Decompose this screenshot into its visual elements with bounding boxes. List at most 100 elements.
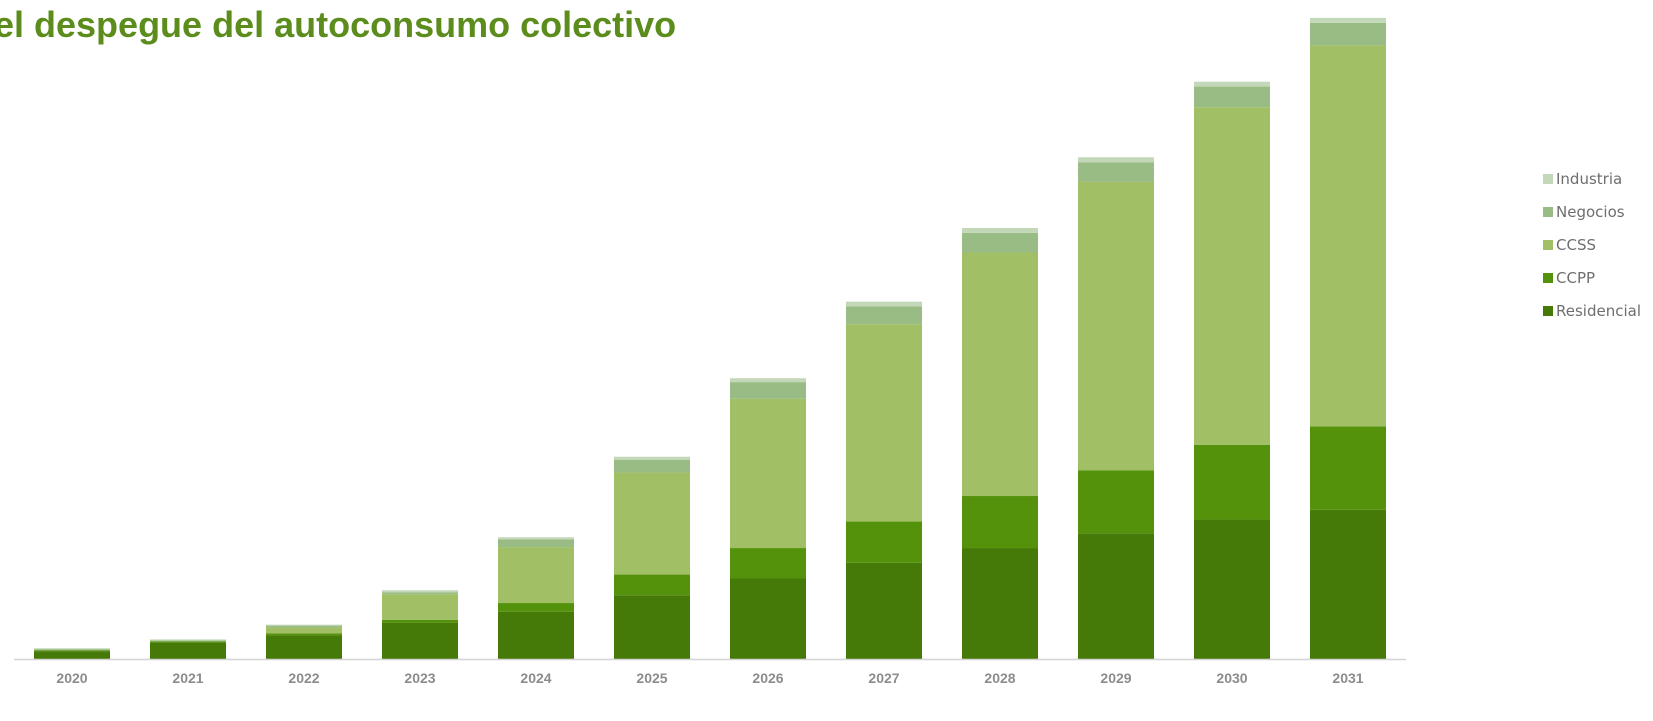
legend-swatch	[1543, 239, 1553, 250]
bar-ccpp-2022	[266, 633, 342, 636]
bar-negocios-2021	[150, 640, 226, 642]
legend-label: Industria	[1556, 169, 1623, 188]
chart-legend: Industria Negocios CCSS CCPP Residencial	[1543, 162, 1641, 327]
bar-residencial-2031	[1310, 509, 1386, 659]
bar-negocios-2024	[498, 539, 574, 548]
bar-negocios-2020	[34, 649, 110, 651]
x-tick-label: 2031	[1332, 670, 1363, 686]
bar-residencial-2020	[34, 651, 110, 659]
legend-label: Residencial	[1556, 301, 1641, 320]
bar-stack-2028	[962, 227, 1038, 659]
bar-negocios-2028	[962, 232, 1038, 253]
bar-ccpp-2029	[1078, 470, 1154, 534]
bar-stack-2021	[150, 639, 226, 659]
bar-ccss-2022	[266, 627, 342, 634]
bar-residencial-2026	[730, 578, 806, 659]
legend-swatch	[1543, 272, 1553, 283]
bar-residencial-2028	[962, 548, 1038, 659]
legend-swatch	[1543, 173, 1553, 184]
bar-stack-2027	[846, 301, 922, 659]
bar-industria-2025	[614, 456, 690, 460]
bar-industria-2023	[382, 590, 458, 593]
bar-stack-2031	[1310, 17, 1386, 659]
bar-negocios-2022	[266, 625, 342, 628]
bar-industria-2030	[1194, 81, 1270, 87]
bar-negocios-2029	[1078, 162, 1154, 182]
bar-negocios-2027	[846, 306, 922, 325]
bar-stack-2020	[34, 648, 110, 659]
bar-ccss-2025	[614, 472, 690, 575]
bar-ccss-2029	[1078, 181, 1154, 471]
bar-residencial-2025	[614, 595, 690, 659]
bar-industria-2027	[846, 301, 922, 307]
bar-ccss-2030	[1194, 107, 1270, 445]
bar-ccss-2026	[730, 398, 806, 549]
bar-stack-2026	[730, 378, 806, 659]
x-tick-label: 2024	[520, 670, 551, 686]
bar-ccpp-2031	[1310, 426, 1386, 510]
legend-swatch	[1543, 305, 1553, 316]
bar-residencial-2021	[150, 642, 226, 659]
x-tick-label: 2028	[984, 670, 1015, 686]
bar-negocios-2026	[730, 382, 806, 399]
bar-negocios-2023	[382, 592, 458, 595]
bar-stack-2022	[266, 624, 342, 659]
x-tick-label: 2025	[636, 670, 667, 686]
bar-industria-2029	[1078, 157, 1154, 163]
bar-residencial-2023	[382, 622, 458, 659]
bar-ccpp-2026	[730, 548, 806, 579]
bar-industria-2020	[34, 648, 110, 650]
bar-residencial-2024	[498, 611, 574, 659]
bar-ccss-2028	[962, 252, 1038, 497]
legend-item-residencial: Residencial	[1543, 294, 1641, 327]
bar-stack-2030	[1194, 81, 1270, 659]
bar-stack-2024	[498, 537, 574, 659]
x-tick-label: 2022	[288, 670, 319, 686]
bar-ccpp-2021	[150, 641, 226, 643]
bar-industria-2021	[150, 639, 226, 641]
bar-ccpp-2028	[962, 496, 1038, 549]
legend-item-negocios: Negocios	[1543, 195, 1641, 228]
legend-item-ccss: CCSS	[1543, 228, 1641, 261]
bar-ccpp-2020	[34, 650, 110, 652]
bar-stack-2025	[614, 456, 690, 659]
x-tick-label: 2023	[404, 670, 435, 686]
x-tick-label: 2030	[1216, 670, 1247, 686]
x-tick-label: 2021	[172, 670, 203, 686]
bar-residencial-2029	[1078, 533, 1154, 659]
bar-residencial-2027	[846, 562, 922, 659]
legend-label: CCSS	[1556, 235, 1596, 254]
legend-label: CCPP	[1556, 268, 1596, 287]
legend-item-ccpp: CCPP	[1543, 261, 1641, 294]
legend-label: Negocios	[1556, 202, 1625, 221]
bar-industria-2031	[1310, 17, 1386, 23]
legend-swatch	[1543, 206, 1553, 217]
x-tick-label: 2026	[752, 670, 783, 686]
bar-ccss-2023	[382, 594, 458, 620]
x-tick-label: 2020	[56, 670, 87, 686]
bar-ccpp-2024	[498, 603, 574, 612]
bar-stack-2023	[382, 590, 458, 659]
bar-ccss-2027	[846, 324, 922, 522]
bar-ccss-2031	[1310, 45, 1386, 427]
bar-negocios-2025	[614, 459, 690, 473]
bar-ccpp-2027	[846, 521, 922, 563]
bar-residencial-2022	[266, 635, 342, 659]
bar-ccpp-2023	[382, 619, 458, 623]
x-tick-label: 2027	[868, 670, 899, 686]
bar-negocios-2031	[1310, 22, 1386, 46]
bar-industria-2024	[498, 537, 574, 540]
bar-stack-2029	[1078, 157, 1154, 659]
bar-industria-2028	[962, 227, 1038, 233]
bar-residencial-2030	[1194, 519, 1270, 659]
chart-title: el despegue del autoconsumo colectivo	[0, 4, 677, 45]
bar-ccss-2024	[498, 547, 574, 604]
bar-ccpp-2030	[1194, 444, 1270, 520]
legend-item-industria: Industria	[1543, 162, 1641, 195]
bar-industria-2022	[266, 624, 342, 626]
bar-ccpp-2025	[614, 574, 690, 596]
bar-negocios-2030	[1194, 86, 1270, 108]
x-tick-label: 2029	[1100, 670, 1131, 686]
bar-industria-2026	[730, 378, 806, 383]
